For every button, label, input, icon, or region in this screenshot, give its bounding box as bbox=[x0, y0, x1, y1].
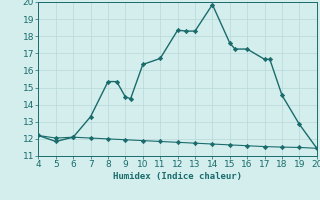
X-axis label: Humidex (Indice chaleur): Humidex (Indice chaleur) bbox=[113, 172, 242, 181]
